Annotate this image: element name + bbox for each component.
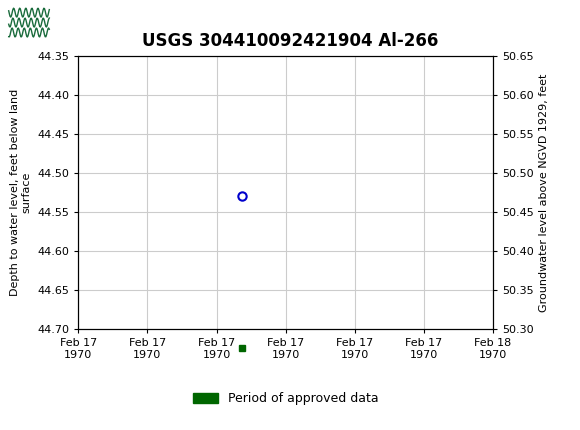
Legend: Period of approved data: Period of approved data (188, 387, 383, 410)
Bar (6, 3, 81, 42)
Y-axis label: Depth to water level, feet below land
surface: Depth to water level, feet below land su… (10, 89, 32, 296)
Y-axis label: Groundwater level above NGVD 1929, feet: Groundwater level above NGVD 1929, feet (539, 73, 549, 312)
Text: USGS: USGS (55, 14, 106, 31)
Text: USGS 304410092421904 Al-266: USGS 304410092421904 Al-266 (142, 32, 438, 50)
